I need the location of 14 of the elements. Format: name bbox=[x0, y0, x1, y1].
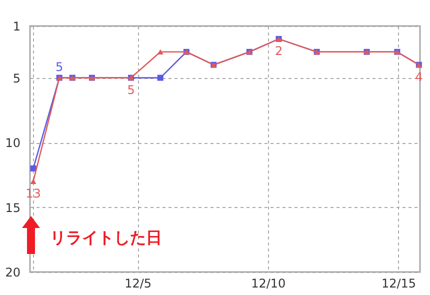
y-tick-label: 10 bbox=[5, 136, 20, 150]
data-label: 5 bbox=[127, 82, 135, 97]
annotation: リライトした日 bbox=[50, 228, 162, 247]
data-label: 5 bbox=[56, 60, 64, 74]
data-label: 4 bbox=[415, 70, 423, 84]
x-tick-label: 12/10 bbox=[251, 276, 286, 290]
y-tick-label: 20 bbox=[5, 266, 20, 280]
data-label: 2 bbox=[274, 44, 283, 58]
y-tick-label: 15 bbox=[5, 200, 20, 215]
y-tick-label: 5 bbox=[12, 71, 20, 86]
x-tick-label: 12/5 bbox=[124, 276, 152, 290]
x-tick-label: 12/15 bbox=[381, 276, 416, 290]
data-label: 13 bbox=[26, 186, 41, 200]
y-tick-label: 1 bbox=[12, 20, 20, 34]
